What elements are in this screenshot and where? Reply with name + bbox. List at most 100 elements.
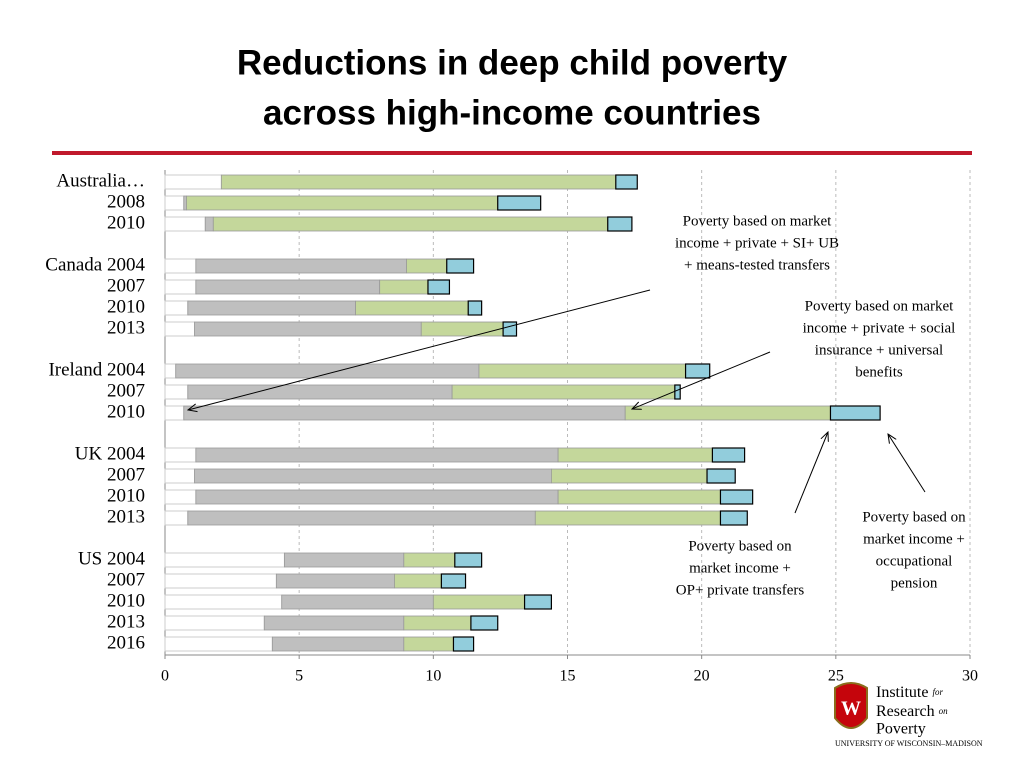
bar-segment <box>719 489 754 505</box>
bar-segment <box>427 279 451 295</box>
bar-segment <box>674 384 681 400</box>
logo: W Institute for Research on Poverty UNIV… <box>834 682 983 748</box>
annotation: insurance + universal <box>815 342 943 358</box>
logo-word: Institute <box>876 684 928 701</box>
base-bar <box>164 636 273 652</box>
bar-segment <box>195 258 407 274</box>
base-bar <box>164 489 197 505</box>
bar-segment <box>204 216 214 232</box>
y-tick-label: UK 2004 <box>75 443 146 464</box>
bar-segment <box>284 552 405 568</box>
base-bar <box>164 258 197 274</box>
bar-segment <box>446 258 475 274</box>
bar-segment <box>615 174 638 190</box>
y-tick-label: 2010 <box>107 590 145 611</box>
logo-university: UNIVERSITY OF WISCONSIN–MADISON <box>835 739 983 748</box>
logo-word: for <box>932 687 943 697</box>
bar-segment <box>523 594 552 610</box>
bar-segment <box>829 405 881 421</box>
bar-segment <box>406 258 448 274</box>
base-bar <box>164 405 185 421</box>
title-line: across high-income countries <box>263 93 761 132</box>
base-bar <box>164 615 265 631</box>
bar-segment <box>195 489 559 505</box>
annotation: market income + <box>863 531 965 547</box>
title-line: Reductions in deep child poverty <box>237 43 788 82</box>
base-bar <box>164 468 196 484</box>
bar-segment <box>624 405 831 421</box>
bar-segment <box>195 279 381 295</box>
base-bar <box>164 300 189 316</box>
base-bar <box>164 279 197 295</box>
bar-segment <box>420 321 504 337</box>
bar-segment <box>187 510 536 526</box>
y-tick-label: Canada 2004 <box>45 254 145 275</box>
bar-segment <box>711 447 746 463</box>
bar-segment <box>263 615 405 631</box>
bar-segment <box>534 510 721 526</box>
bar-segment <box>403 636 454 652</box>
bar-segment <box>183 405 626 421</box>
arrows <box>188 289 926 514</box>
base-bar <box>164 195 185 211</box>
y-tick-label: 2007 <box>107 464 145 485</box>
bar-segment <box>194 468 552 484</box>
bar-segment <box>275 573 395 589</box>
bar-segment <box>478 363 686 379</box>
y-tick-label: 2016 <box>107 632 145 653</box>
bar-segment <box>175 363 480 379</box>
annotation: market income + <box>689 560 791 576</box>
annotation: Poverty based on market <box>683 213 833 229</box>
bar-segment <box>557 447 713 463</box>
bar-segment <box>684 363 711 379</box>
x-tick-label: 15 <box>560 668 576 685</box>
y-tick-label: 2007 <box>107 380 145 401</box>
bar-segment <box>719 510 748 526</box>
bar-segment <box>271 636 405 652</box>
x-tick-label: 30 <box>962 668 978 685</box>
bar-segment <box>403 615 472 631</box>
bar-segment <box>355 300 469 316</box>
y-tick-label: Australia… <box>56 170 145 191</box>
base-bar <box>164 447 197 463</box>
title-rule <box>52 151 972 155</box>
x-tick-label: 20 <box>694 668 710 685</box>
bar-segment <box>557 489 721 505</box>
base-bar <box>164 594 283 610</box>
annotation: benefits <box>855 364 903 380</box>
bar-segment <box>187 384 453 400</box>
bar-segment <box>403 552 456 568</box>
annotation: income + private + social <box>803 320 956 336</box>
bar-segment <box>451 384 676 400</box>
arrow <box>188 289 651 410</box>
arrow <box>888 434 926 493</box>
annotation: Poverty based on <box>862 509 966 525</box>
x-tick-label: 0 <box>161 668 169 685</box>
y-tick-label: 2010 <box>107 212 145 233</box>
crest-letter: W <box>841 698 861 720</box>
bar-segment <box>470 615 499 631</box>
y-tick-label: 2010 <box>107 401 145 422</box>
bar-segment <box>502 321 518 337</box>
annotation: Poverty based on market <box>805 298 955 314</box>
bar-segment <box>467 300 483 316</box>
logo-word: on <box>939 706 949 716</box>
bar-segment <box>220 174 617 190</box>
annotation: + means-tested transfers <box>684 257 830 273</box>
logo-word: Research <box>876 703 935 720</box>
y-tick-label: 2008 <box>107 191 145 212</box>
bar-segment <box>281 594 434 610</box>
bar-segment <box>454 552 483 568</box>
annotation: occupational <box>876 553 953 569</box>
y-tick-label: 2013 <box>107 317 145 338</box>
bar-segment <box>379 279 429 295</box>
bar-segment <box>195 447 559 463</box>
bar-segment <box>440 573 467 589</box>
logo-text: Institute for <box>876 684 943 701</box>
y-tick-label: 2007 <box>107 569 145 590</box>
y-tick-label: Ireland 2004 <box>48 359 145 380</box>
y-tick-label: 2013 <box>107 611 145 632</box>
y-tick-label: 2010 <box>107 296 145 317</box>
annotation: Poverty based on <box>688 538 792 554</box>
